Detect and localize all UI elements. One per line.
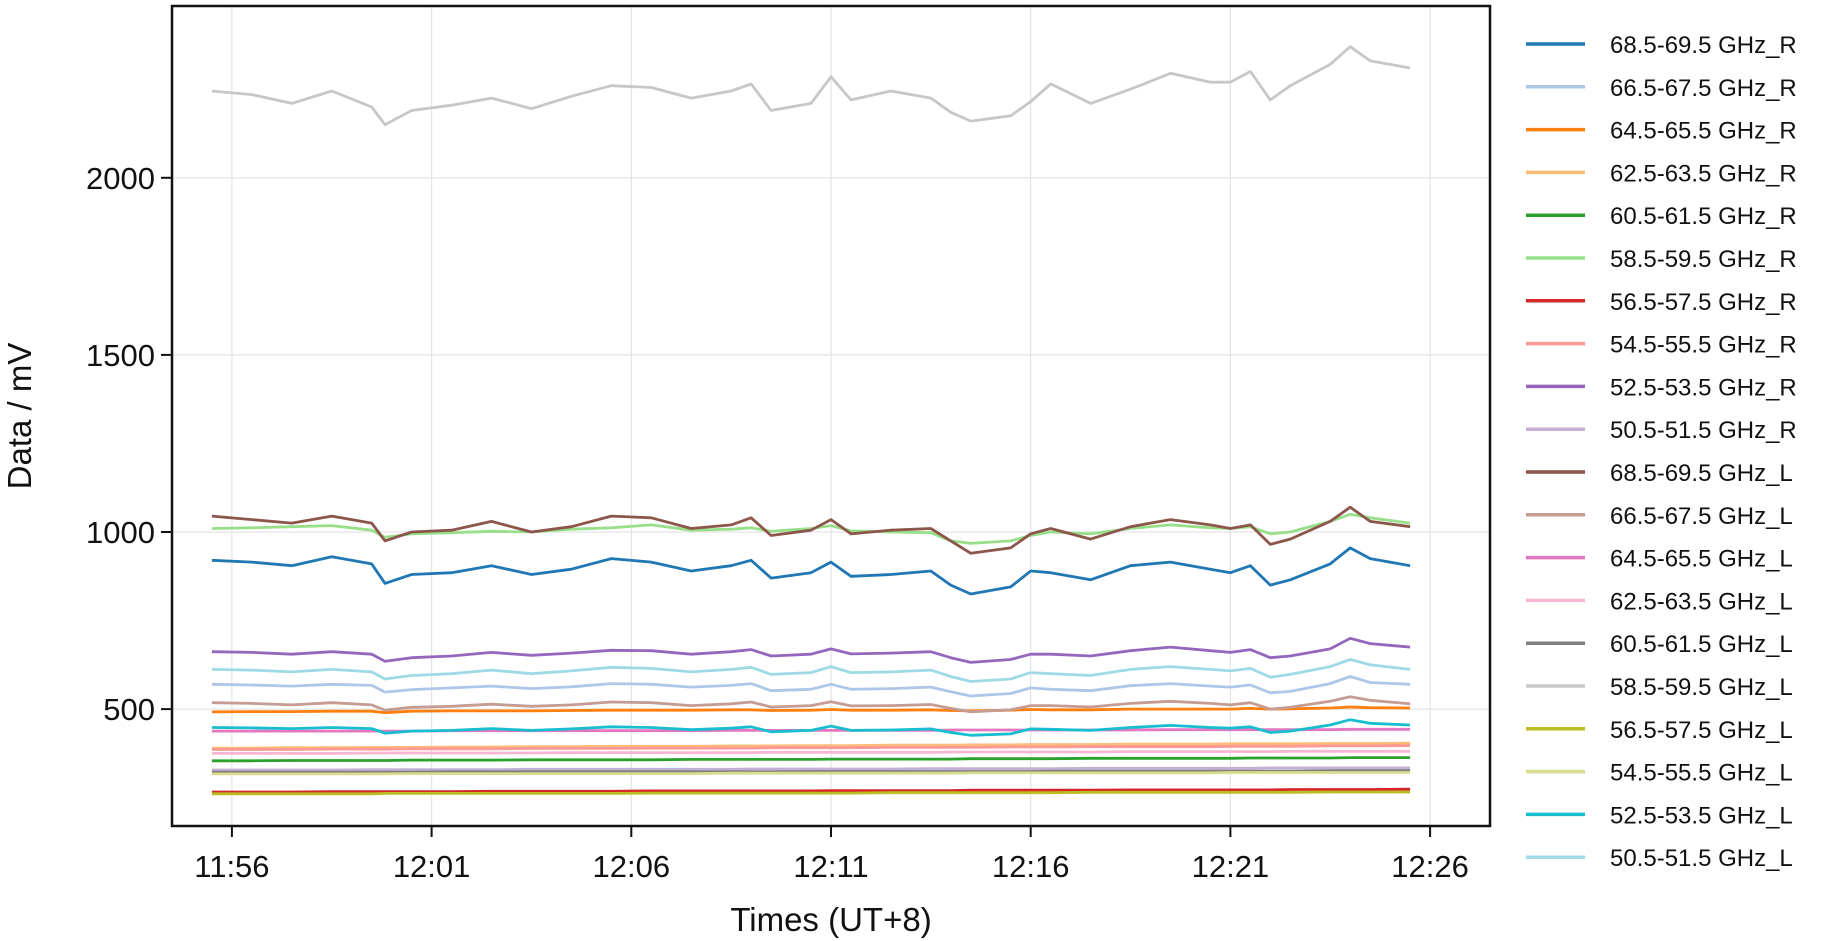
x-tick-label: 11:56 <box>194 849 269 884</box>
series-line <box>211 769 1411 774</box>
legend-label: 62.5-63.5 GHz_R <box>1610 160 1797 187</box>
legend-label: 52.5-53.5 GHz_L <box>1610 802 1793 829</box>
legend-label: 64.5-65.5 GHz_L <box>1610 546 1793 573</box>
legend-label: 50.5-51.5 GHz_L <box>1610 845 1793 872</box>
series-line <box>211 756 1411 763</box>
legend-label: 54.5-55.5 GHz_L <box>1610 760 1793 787</box>
legend-label: 60.5-61.5 GHz_R <box>1610 203 1797 230</box>
y-tick-label: 1000 <box>86 515 155 550</box>
legend-label: 60.5-61.5 GHz_L <box>1610 631 1793 658</box>
x-axis-label: Times (UT+8) <box>730 901 931 938</box>
series-line <box>211 771 1411 776</box>
series-line <box>211 744 1411 751</box>
legend-label: 54.5-55.5 GHz_R <box>1610 332 1797 359</box>
series-line <box>211 675 1411 698</box>
series-line <box>211 695 1411 714</box>
x-tick-label: 12:16 <box>992 849 1070 884</box>
legend: 68.5-69.5 GHz_R 66.5-67.5 GHz_R 64.5-65.5 … <box>1526 32 1797 872</box>
x-tick-label: 12:06 <box>593 849 671 884</box>
series-lines <box>211 45 1411 796</box>
y-axis-label: Data / mV <box>1 343 38 490</box>
x-tick-label: 12:11 <box>793 849 868 884</box>
legend-label: 52.5-53.5 GHz_R <box>1610 374 1797 401</box>
series-line <box>211 505 1411 555</box>
legend-label: 68.5-69.5 GHz_R <box>1610 32 1797 59</box>
legend-label: 62.5-63.5 GHz_L <box>1610 588 1793 615</box>
series-line <box>211 636 1411 664</box>
legend-label: 50.5-51.5 GHz_R <box>1610 417 1797 444</box>
legend-label: 64.5-65.5 GHz_R <box>1610 118 1797 145</box>
axes: 11:56 12:01 12:06 12:11 12:16 12:21 12:26 500 10… <box>86 161 1469 884</box>
series-line <box>211 658 1411 683</box>
series-line <box>211 705 1411 715</box>
x-tick-label: 12:21 <box>1192 849 1270 884</box>
series-line <box>211 45 1411 127</box>
legend-label: 58.5-59.5 GHz_R <box>1610 246 1797 273</box>
series-line <box>211 546 1411 596</box>
y-tick-label: 500 <box>103 692 155 727</box>
y-tick-label: 2000 <box>86 161 155 196</box>
legend-label: 56.5-57.5 GHz_R <box>1610 289 1797 316</box>
legend-label: 66.5-67.5 GHz_R <box>1610 75 1797 102</box>
series-line <box>211 718 1411 737</box>
legend-label: 56.5-57.5 GHz_L <box>1610 717 1793 744</box>
series-line <box>211 741 1411 750</box>
y-tick-label: 1500 <box>86 338 155 373</box>
series-line <box>211 790 1411 796</box>
legend-label: 66.5-67.5 GHz_L <box>1610 503 1793 530</box>
grid-lines <box>172 6 1490 826</box>
x-tick-label: 12:26 <box>1391 849 1469 884</box>
legend-label: 58.5-59.5 GHz_L <box>1610 674 1793 701</box>
x-tick-label: 12:01 <box>393 849 471 884</box>
series-line <box>211 787 1411 794</box>
legend-label: 68.5-69.5 GHz_L <box>1610 460 1793 487</box>
series-line <box>211 766 1411 772</box>
series-line <box>211 749 1411 755</box>
